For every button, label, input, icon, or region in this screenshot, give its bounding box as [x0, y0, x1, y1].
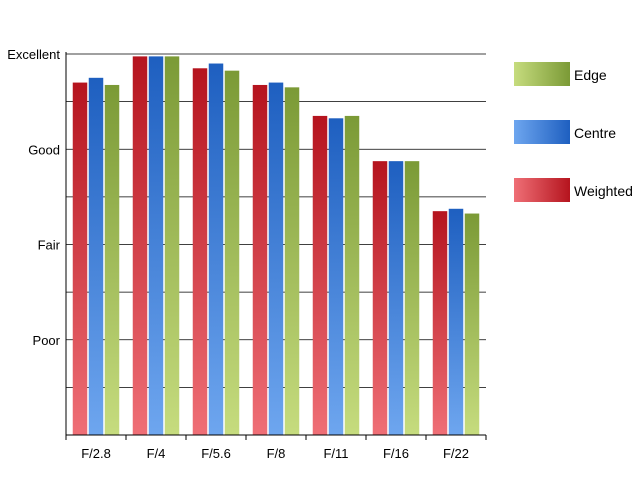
- legend-swatch-edge: [514, 62, 570, 86]
- bars: [72, 56, 480, 436]
- bar-centre-f4: [148, 56, 164, 435]
- bar-edge-f56: [224, 70, 240, 435]
- legend-label-centre: Centre: [574, 125, 616, 141]
- x-tick-label: F/5.6: [201, 446, 231, 461]
- y-tick-label: Poor: [33, 333, 61, 348]
- legend: Edge Centre Weighted: [514, 62, 633, 202]
- bar-edge-f22: [464, 213, 480, 435]
- legend-swatch-centre: [514, 120, 570, 144]
- bar-edge-f16: [404, 161, 420, 435]
- x-tick-label: F/8: [267, 446, 286, 461]
- bar-weighted-f56: [192, 68, 208, 435]
- x-axis-labels: F/2.8 F/4 F/5.6 F/8 F/11 F/16 F/22: [81, 446, 469, 461]
- bar-weighted-f11: [312, 115, 328, 435]
- bar-weighted-f16: [372, 161, 388, 435]
- bar-weighted-f28: [72, 82, 88, 435]
- bar-centre-f11: [328, 118, 344, 435]
- x-tick-label: F/11: [323, 446, 348, 461]
- y-tick-label: Excellent: [7, 47, 60, 62]
- bar-centre-f56: [208, 63, 224, 436]
- bar-centre-f28: [88, 77, 104, 435]
- bar-centre-f8: [268, 82, 284, 435]
- legend-swatch-weighted: [514, 178, 570, 202]
- y-axis-labels: Poor Fair Good Excellent: [7, 47, 60, 348]
- x-tick-label: F/2.8: [81, 446, 111, 461]
- legend-label-edge: Edge: [574, 67, 607, 83]
- bar-weighted-f8: [252, 84, 268, 436]
- bar-weighted-f4: [132, 56, 148, 435]
- bar-edge-f4: [164, 56, 180, 435]
- x-tick-label: F/4: [147, 446, 166, 461]
- axes: [65, 52, 487, 440]
- bar-centre-f16: [388, 161, 404, 435]
- legend-label-weighted: Weighted: [574, 183, 633, 199]
- bar-edge-f8: [284, 87, 300, 436]
- bar-edge-f11: [344, 115, 360, 435]
- bar-weighted-f22: [432, 211, 448, 435]
- bar-centre-f22: [448, 208, 464, 435]
- bar-edge-f28: [104, 84, 120, 436]
- y-tick-label: Good: [28, 142, 60, 157]
- y-tick-label: Fair: [38, 238, 61, 253]
- x-tick-label: F/16: [383, 446, 409, 461]
- x-tick-label: F/22: [443, 446, 469, 461]
